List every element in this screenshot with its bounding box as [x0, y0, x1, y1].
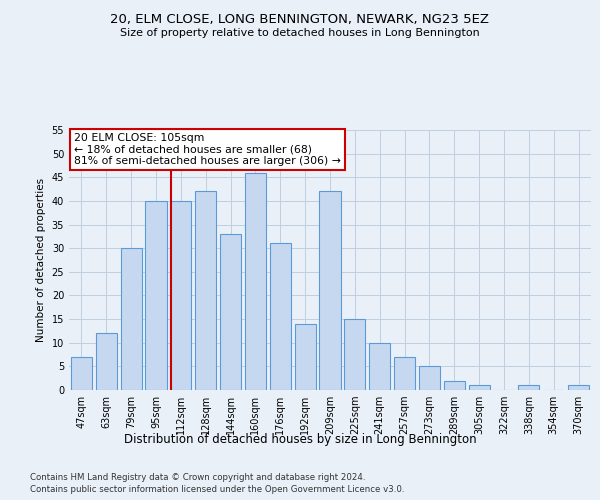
Bar [145, 201, 167, 390]
Bar [469, 386, 490, 390]
Bar [369, 342, 390, 390]
Bar [419, 366, 440, 390]
Bar [121, 248, 142, 390]
Bar [245, 172, 266, 390]
Bar [195, 192, 216, 390]
Bar [319, 192, 341, 390]
Text: Distribution of detached houses by size in Long Bennington: Distribution of detached houses by size … [124, 432, 476, 446]
Y-axis label: Number of detached properties: Number of detached properties [36, 178, 46, 342]
Bar [394, 357, 415, 390]
Bar [444, 380, 465, 390]
Bar [220, 234, 241, 390]
Bar [344, 319, 365, 390]
Bar [71, 357, 92, 390]
Text: 20 ELM CLOSE: 105sqm
← 18% of detached houses are smaller (68)
81% of semi-detac: 20 ELM CLOSE: 105sqm ← 18% of detached h… [74, 132, 341, 166]
Bar [170, 201, 191, 390]
Text: Contains HM Land Registry data © Crown copyright and database right 2024.: Contains HM Land Registry data © Crown c… [30, 472, 365, 482]
Text: Size of property relative to detached houses in Long Bennington: Size of property relative to detached ho… [120, 28, 480, 38]
Bar [96, 334, 117, 390]
Text: Contains public sector information licensed under the Open Government Licence v3: Contains public sector information licen… [30, 485, 404, 494]
Text: 20, ELM CLOSE, LONG BENNINGTON, NEWARK, NG23 5EZ: 20, ELM CLOSE, LONG BENNINGTON, NEWARK, … [110, 12, 490, 26]
Bar [270, 244, 291, 390]
Bar [518, 386, 539, 390]
Bar [568, 386, 589, 390]
Bar [295, 324, 316, 390]
